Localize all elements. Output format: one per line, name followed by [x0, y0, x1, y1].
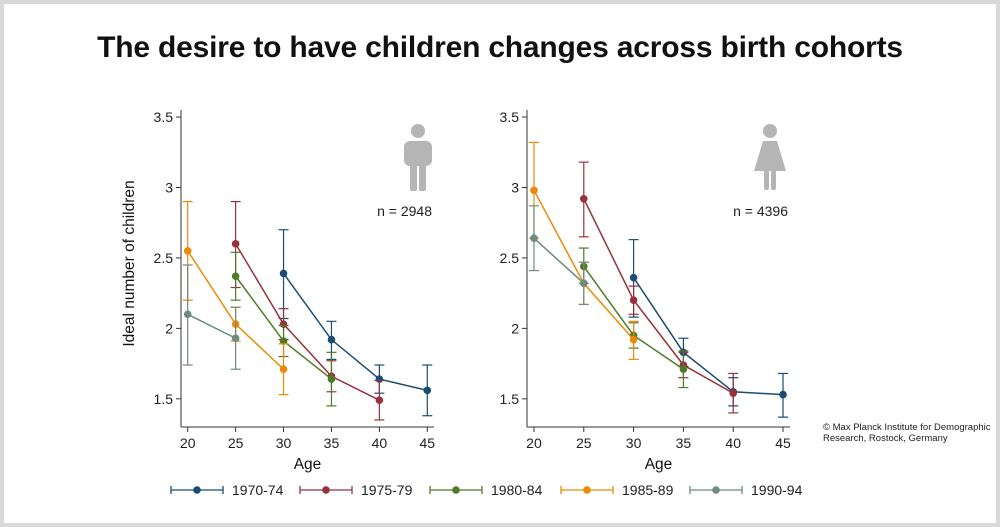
y-tick-label: 3 [511, 179, 519, 195]
data-point [629, 296, 638, 305]
series-line [282, 272, 428, 392]
series-line [234, 243, 380, 401]
legend-item-1985-89: 1985-89 [560, 482, 674, 498]
legend-item-1975-79: 1975-79 [299, 482, 413, 498]
legend-label: 1970-74 [232, 482, 284, 498]
x-tick-label: 40 [372, 435, 388, 451]
y-tick-label: 3 [165, 179, 173, 195]
legend-label: 1980-84 [491, 482, 543, 498]
legend-label: 1985-89 [622, 482, 674, 498]
y-tick-label: 3.5 [500, 109, 520, 125]
data-point [279, 269, 288, 278]
y-axis-label: Ideal number of children [121, 180, 138, 346]
legend-marker [322, 486, 330, 494]
data-point [423, 386, 432, 395]
data-point [729, 389, 738, 397]
x-tick-label: 45 [420, 435, 436, 451]
x-tick-label: 25 [228, 435, 244, 451]
female-figure-icon [754, 124, 786, 190]
series-1975-79 [230, 200, 385, 421]
icon-torso [404, 141, 432, 166]
series-line [583, 198, 734, 394]
x-tick-label: 30 [276, 435, 292, 451]
series-line [187, 313, 236, 339]
legend-marker [193, 486, 201, 494]
y-tick-label: 1.5 [500, 391, 520, 407]
icon-leg [771, 169, 776, 190]
data-point [327, 375, 336, 383]
x-tick-label: 25 [576, 435, 592, 451]
data-point [779, 390, 787, 399]
figure-frame [4, 4, 996, 523]
data-point [183, 310, 192, 319]
y-tick-label: 2.5 [500, 250, 520, 266]
x-tick-label: 45 [775, 435, 791, 451]
legend-item-1990-94: 1990-94 [689, 482, 803, 498]
icon-dress [754, 141, 786, 171]
data-point [231, 240, 240, 248]
x-axis-label: Age [294, 456, 322, 473]
x-tick-label: 30 [626, 435, 642, 451]
x-axis-label: Age [645, 456, 673, 473]
data-point [231, 272, 240, 281]
copyright-note: © Max Planck Institute for Demographic R… [823, 422, 991, 444]
data-point [279, 365, 288, 374]
data-point [579, 279, 588, 288]
icon-leg [410, 163, 417, 191]
icon-leg [419, 163, 426, 191]
series-line [533, 237, 585, 284]
legend-item-1980-84: 1980-84 [429, 482, 543, 498]
legend-marker [452, 486, 460, 494]
series-1980-84 [230, 251, 337, 407]
data-point [629, 273, 638, 282]
data-point [579, 194, 588, 203]
y-tick-label: 2 [165, 320, 173, 336]
data-point [327, 335, 336, 344]
chart-title: The desire to have children changes acro… [97, 31, 903, 64]
panel-women: 1.5 2 2.5 3 3.5 20 25 30 35 40 45 Age n = 4396 [500, 109, 791, 473]
series-1975-79 [578, 161, 739, 414]
panel-men: 1.5 2 2.5 3 3.5 20 25 30 35 40 45 Age Ideal number o… [121, 109, 435, 473]
data-point [679, 365, 688, 374]
legend-label: 1975-79 [361, 482, 413, 498]
x-tick-label: 35 [676, 435, 692, 451]
y-tick-label: 2.5 [154, 250, 174, 266]
series-1970-74 [628, 239, 789, 418]
data-point [530, 234, 538, 243]
sample-size-label: n = 4396 [733, 203, 788, 219]
series-line [632, 277, 784, 396]
legend: 1970-74 1975-79 1980-84 1985-89 1990-94 [170, 482, 803, 498]
data-point [231, 334, 240, 343]
y-tick-label: 2 [511, 320, 519, 336]
data-point [279, 337, 288, 345]
male-figure-icon [404, 124, 432, 191]
x-tick-label: 20 [526, 435, 542, 451]
x-tick-label: 40 [725, 435, 741, 451]
x-tick-label: 35 [324, 435, 340, 451]
icon-leg [764, 169, 769, 190]
data-point [183, 247, 192, 255]
sample-size-label: n = 2948 [377, 203, 432, 219]
data-point [530, 186, 538, 195]
x-tick-label: 20 [180, 435, 196, 451]
y-tick-label: 1.5 [154, 391, 174, 407]
data-point [629, 335, 638, 344]
series-1990-94 [528, 205, 589, 306]
series-1990-94 [182, 264, 241, 370]
y-tick-label: 3.5 [154, 109, 174, 125]
legend-item-1970-74: 1970-74 [170, 482, 284, 498]
legend-marker [712, 486, 720, 494]
legend-label: 1990-94 [751, 482, 803, 498]
legend-marker [583, 486, 591, 494]
icon-head [763, 124, 777, 138]
icon-head [411, 124, 425, 138]
data-point [375, 396, 384, 405]
